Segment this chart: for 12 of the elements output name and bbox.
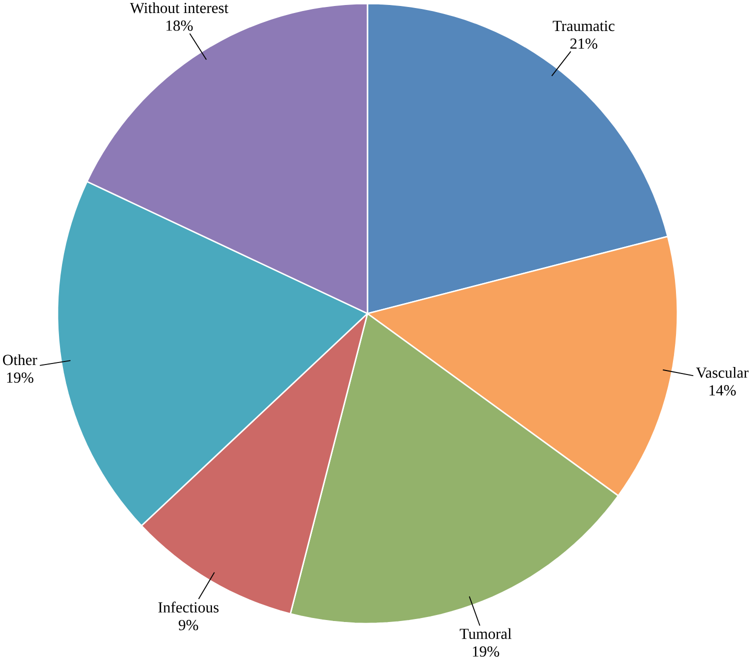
data-label: 19% [472,646,500,657]
data-label: 19% [7,372,34,383]
slice-label: Tumoral [460,628,512,639]
data-label: 21% [570,38,598,49]
slice-label: Without interest [130,2,228,14]
slice-label: Other [2,354,38,366]
slice-label: Infectious [158,602,219,613]
slice-label: Traumatic [552,20,614,32]
data-label: 9% [178,620,198,630]
data-label: 14% [710,385,736,396]
slice-label: Vascular [696,367,749,378]
data-label: 18% [166,20,193,31]
